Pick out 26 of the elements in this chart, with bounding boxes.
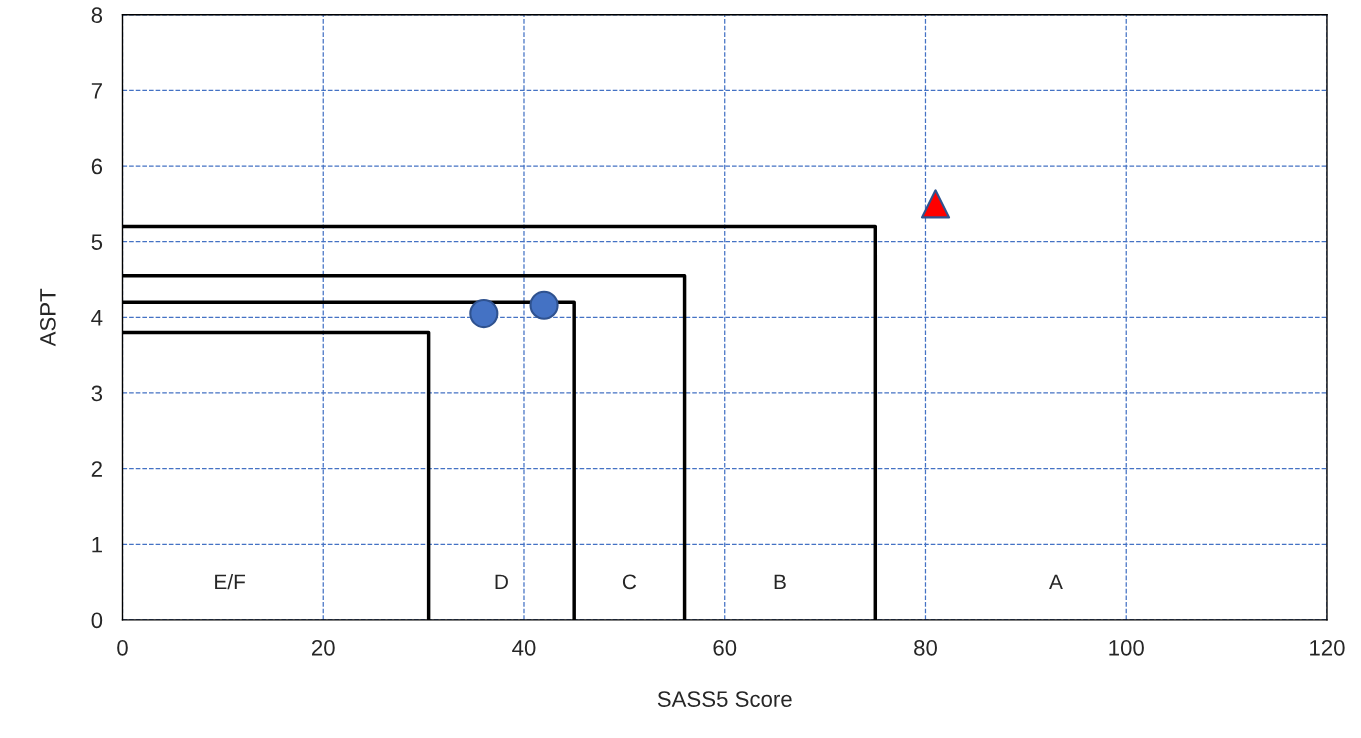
x-tick-label: 80: [914, 639, 937, 656]
annotation: C: [622, 574, 637, 590]
annotation: D: [495, 574, 508, 589]
y-tick-label: 7: [91, 83, 102, 99]
annotation: E/F: [215, 573, 246, 590]
x-tick-label: 60: [713, 639, 737, 656]
y-tick-label: 0: [91, 612, 103, 629]
y-tick-label: 5: [91, 234, 103, 250]
y-tick-label: 4: [91, 310, 103, 326]
x-tick-label: 20: [312, 639, 335, 656]
x-tick-label: 40: [512, 639, 536, 656]
x-tick-label: 120: [1310, 639, 1345, 656]
x-tick-label: 100: [1109, 639, 1144, 656]
y-tick-label: 6: [91, 158, 103, 175]
x-axis-title: SASS5 Score: [657, 691, 792, 707]
y-tick-label: 1: [92, 537, 102, 553]
annotation: A: [1049, 574, 1063, 589]
y-tick-label: 3: [91, 385, 103, 402]
point: [469, 298, 499, 329]
y-axis-title: ASPT: [40, 288, 56, 347]
y-tick-label: 2: [91, 461, 102, 477]
point: [920, 189, 951, 219]
x-tick-label: 0: [117, 639, 128, 656]
point: [529, 290, 559, 320]
annotation: B: [774, 574, 786, 589]
y-tick-label: 8: [91, 7, 103, 24]
